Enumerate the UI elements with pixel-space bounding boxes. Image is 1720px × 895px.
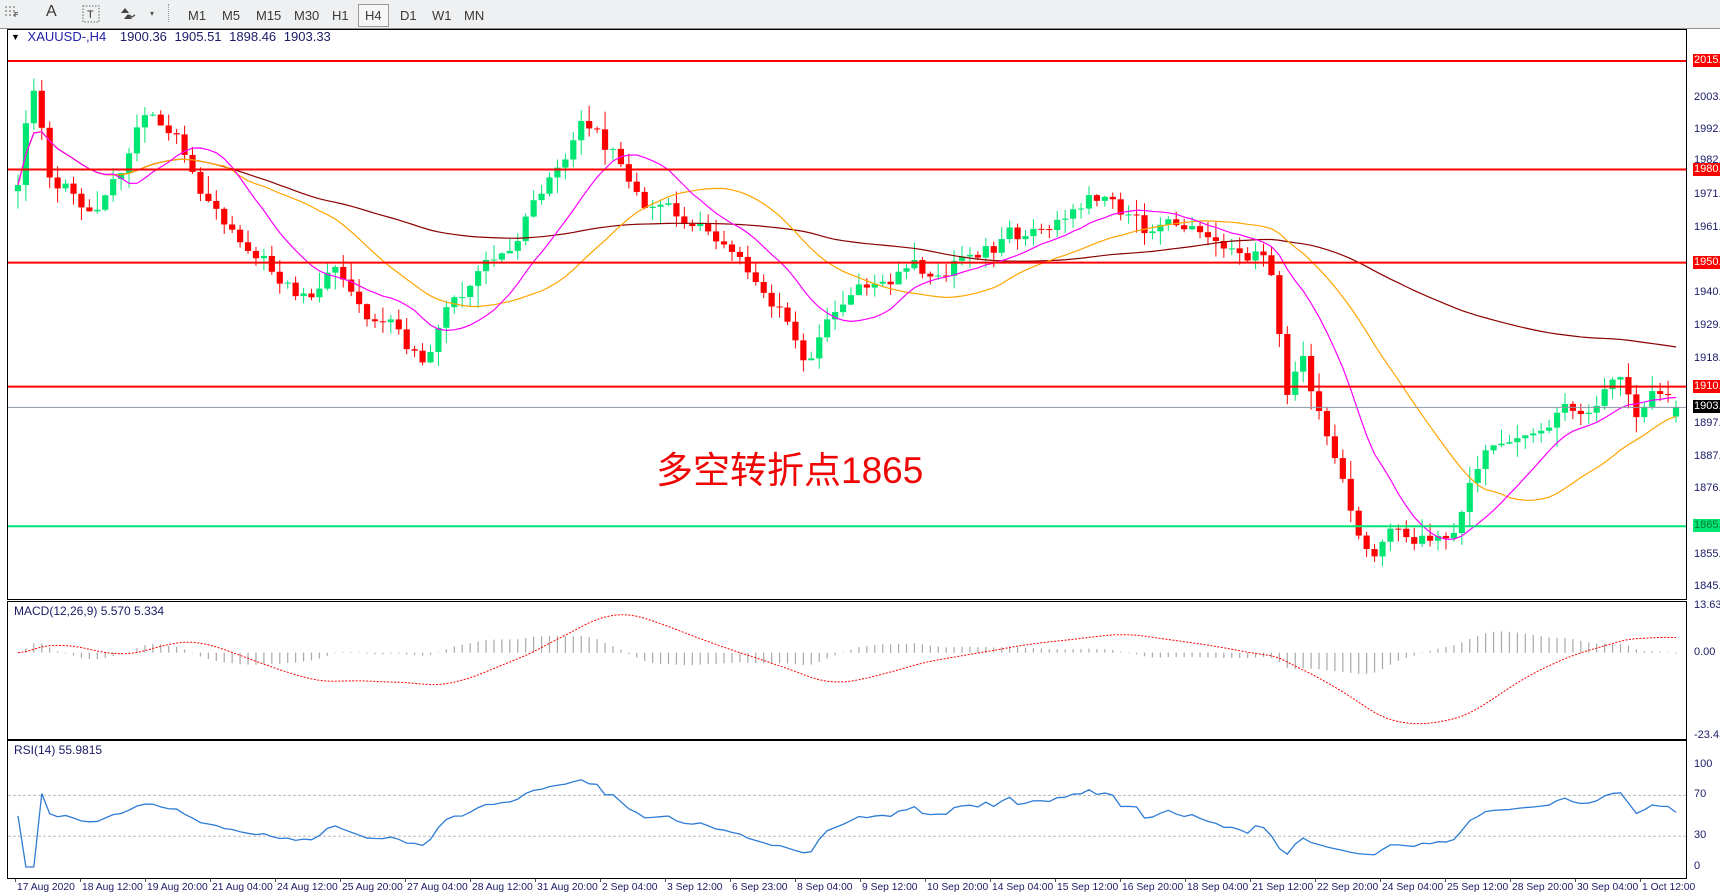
svg-text:T: T xyxy=(87,9,94,21)
